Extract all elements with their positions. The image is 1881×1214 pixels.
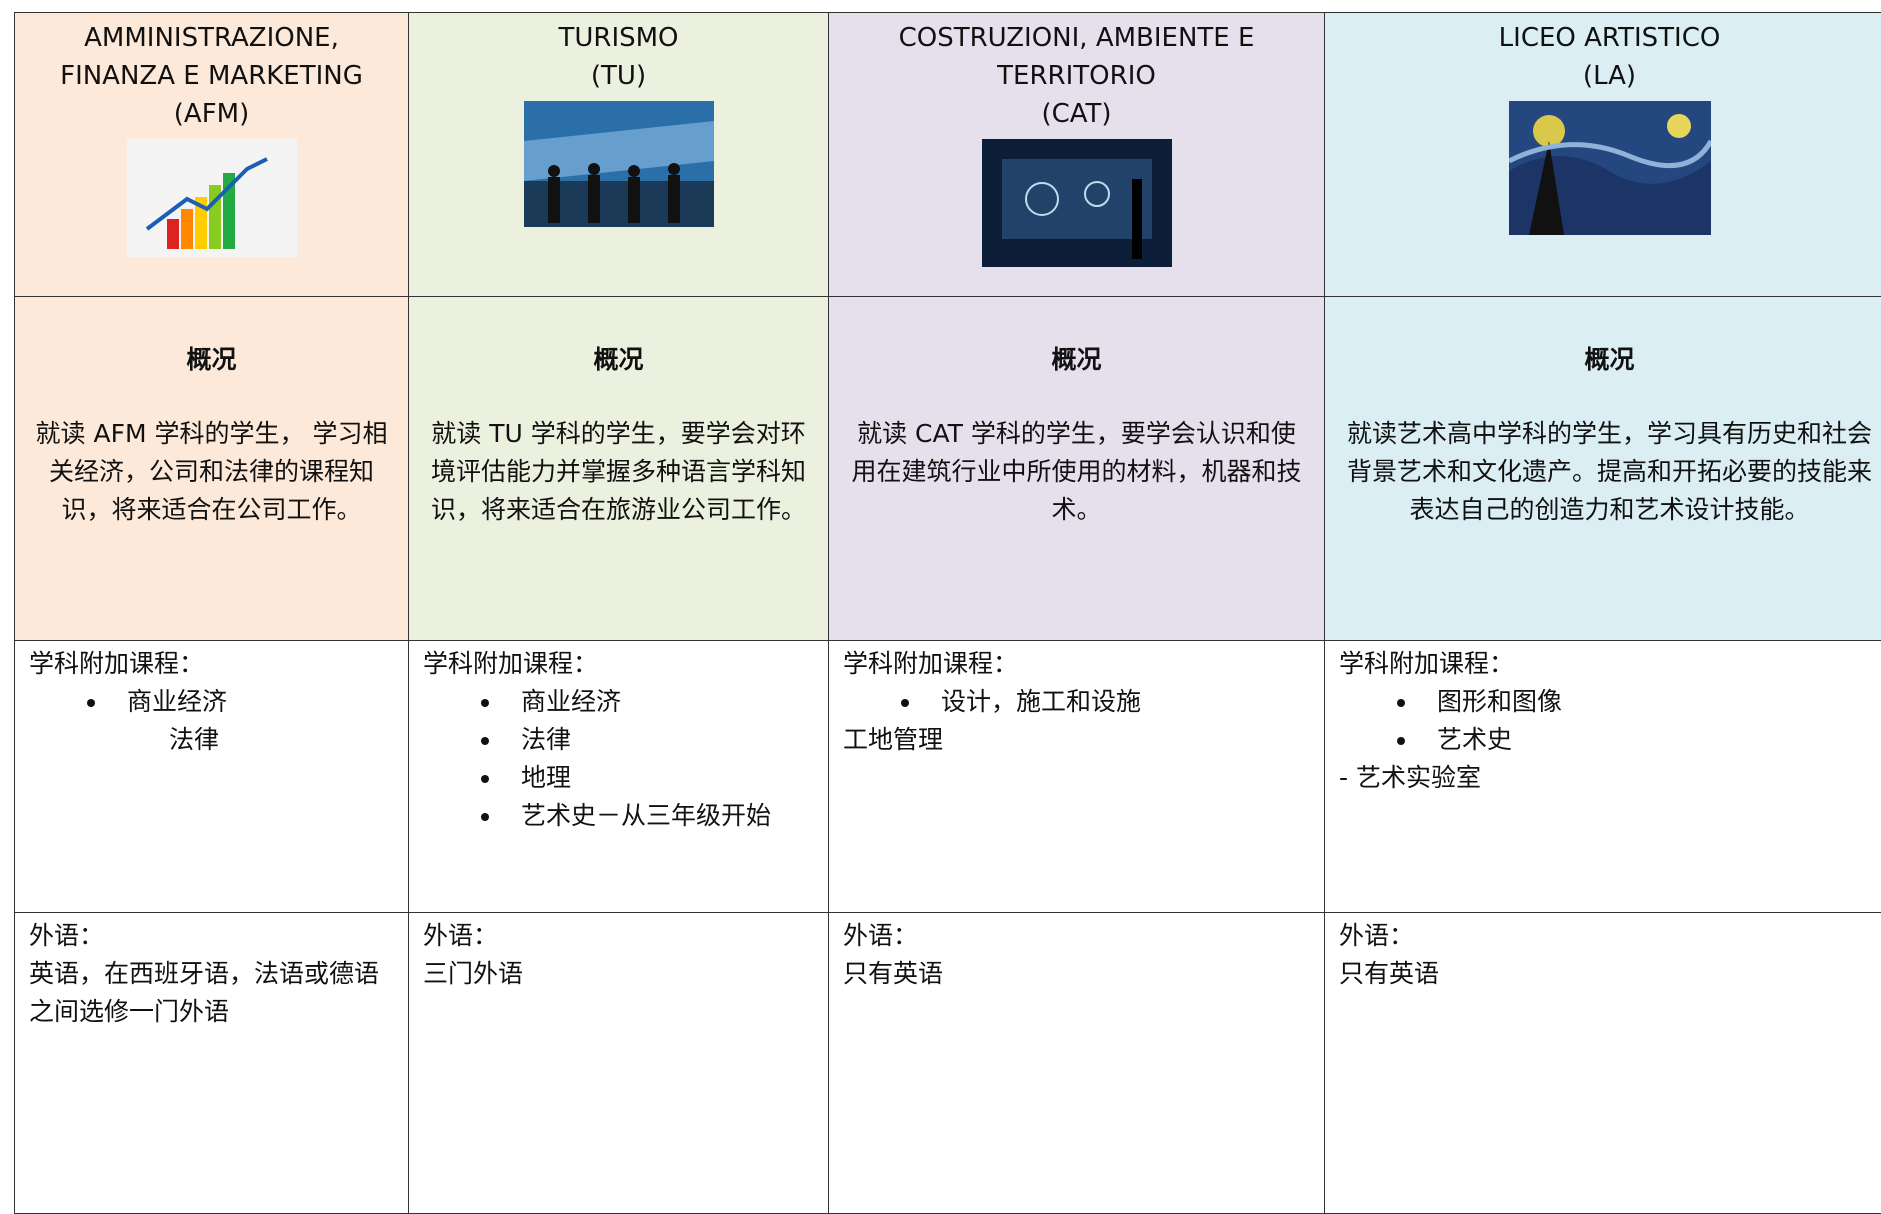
extra-line: 工地管理	[843, 721, 1310, 759]
title-line: (CAT)	[829, 95, 1324, 133]
extra-heading: 学科附加课程：	[1339, 645, 1880, 683]
overview-text: 就读艺术高中学科的学生，学习具有历史和社会背景艺术和文化遗产。提高和开拓必要的技…	[1325, 415, 1881, 529]
illustration	[982, 139, 1172, 267]
title-line: COSTRUZIONI, AMBIENTE E	[829, 19, 1324, 57]
overview-heading: 概况	[15, 341, 408, 379]
extra-box: 学科附加课程：图形和图像艺术史- 艺术实验室	[1325, 641, 1881, 801]
language-heading: 外语：	[29, 917, 394, 955]
overview-cell: 概况就读 TU 学科的学生，要学会对环境评估能力并掌握多种语言学科知识，将来适合…	[409, 297, 829, 641]
title-line: (TU)	[409, 57, 828, 95]
overview-text: 就读 AFM 学科的学生， 学习相关经济，公司和法律的课程知识，将来适合在公司工…	[15, 415, 408, 529]
illustration	[524, 101, 714, 227]
language-box: 外语：英语，在西班牙语，法语或德语之间选修一门外语	[15, 913, 408, 1035]
title-line: (AFM)	[15, 95, 408, 133]
language-text: 只有英语	[843, 955, 1310, 993]
language-cell: 外语：三门外语	[409, 913, 829, 1214]
language-text: 只有英语	[1339, 955, 1880, 993]
column-image	[829, 139, 1324, 278]
column-title: TURISMO(TU)	[409, 13, 828, 95]
language-cell: 外语：只有英语	[1325, 913, 1881, 1214]
column-image	[1325, 101, 1881, 246]
language-text: 三门外语	[423, 955, 814, 993]
title-line: TURISMO	[409, 19, 828, 57]
language-row: 外语：英语，在西班牙语，法语或德语之间选修一门外语外语：三门外语外语：只有英语外…	[15, 913, 1881, 1214]
overview-row: 概况就读 AFM 学科的学生， 学习相关经济，公司和法律的课程知识，将来适合在公…	[15, 297, 1881, 641]
overview-heading: 概况	[829, 341, 1324, 379]
column-title: LICEO ARTISTICO(LA)	[1325, 13, 1881, 95]
extra-item: 商业经济	[503, 683, 814, 721]
header-row: AMMINISTRAZIONE,FINANZA E MARKETING(AFM)…	[15, 13, 1881, 297]
language-cell: 外语：英语，在西班牙语，法语或德语之间选修一门外语	[15, 913, 409, 1214]
title-line: TERRITORIO	[829, 57, 1324, 95]
extra-list: 图形和图像艺术史	[1339, 683, 1880, 759]
curriculum-table: AMMINISTRAZIONE,FINANZA E MARKETING(AFM)…	[14, 12, 1881, 1214]
overview-cell: 概况就读 CAT 学科的学生，要学会认识和使用在建筑行业中所使用的材料，机器和技…	[829, 297, 1325, 641]
page-body: AMMINISTRAZIONE,FINANZA E MARKETING(AFM)…	[0, 0, 1881, 1094]
language-heading: 外语：	[1339, 917, 1880, 955]
extra-item: 设计，施工和设施	[923, 683, 1310, 721]
column-image	[15, 139, 408, 268]
extra-item: 地理	[503, 759, 814, 797]
language-heading: 外语：	[423, 917, 814, 955]
language-box: 外语：只有英语	[829, 913, 1324, 997]
extra-list: 设计，施工和设施	[843, 683, 1310, 721]
extra-list: 商业经济	[29, 683, 394, 721]
extra-item: 艺术史－从三年级开始	[503, 797, 814, 835]
extra-cell: 学科附加课程：商业经济法律地理艺术史－从三年级开始	[409, 641, 829, 913]
extra-heading: 学科附加课程：	[843, 645, 1310, 683]
overview-text: 就读 TU 学科的学生，要学会对环境评估能力并掌握多种语言学科知识，将来适合在旅…	[409, 415, 828, 529]
title-line: LICEO ARTISTICO	[1325, 19, 1881, 57]
language-cell: 外语：只有英语	[829, 913, 1325, 1214]
extra-list: 商业经济法律地理艺术史－从三年级开始	[423, 683, 814, 835]
overview-cell: 概况就读艺术高中学科的学生，学习具有历史和社会背景艺术和文化遗产。提高和开拓必要…	[1325, 297, 1881, 641]
page: {"columns": [ {"title": ["AMMINISTRAZION…	[0, 0, 1881, 1094]
illustration	[1509, 101, 1711, 235]
header-cell: AMMINISTRAZIONE,FINANZA E MARKETING(AFM)	[15, 13, 409, 297]
title-line: AMMINISTRAZIONE,	[15, 19, 408, 57]
extra-line: - 艺术实验室	[1339, 759, 1880, 797]
illustration	[127, 139, 297, 257]
extra-row: 学科附加课程：商业经济法律学科附加课程：商业经济法律地理艺术史－从三年级开始学科…	[15, 641, 1881, 913]
overview-text: 就读 CAT 学科的学生，要学会认识和使用在建筑行业中所使用的材料，机器和技术。	[829, 415, 1324, 529]
language-text: 英语，在西班牙语，法语或德语之间选修一门外语	[29, 955, 394, 1031]
header-cell: LICEO ARTISTICO(LA)	[1325, 13, 1881, 297]
extra-box: 学科附加课程：商业经济法律地理艺术史－从三年级开始	[409, 641, 828, 839]
extra-cell: 学科附加课程：图形和图像艺术史- 艺术实验室	[1325, 641, 1881, 913]
extra-heading: 学科附加课程：	[29, 645, 394, 683]
language-box: 外语：三门外语	[409, 913, 828, 997]
language-heading: 外语：	[843, 917, 1310, 955]
extra-heading: 学科附加课程：	[423, 645, 814, 683]
header-cell: TURISMO(TU)	[409, 13, 829, 297]
overview-heading: 概况	[1325, 341, 1881, 379]
overview-heading: 概况	[409, 341, 828, 379]
extra-item: 商业经济	[109, 683, 394, 721]
column-title: AMMINISTRAZIONE,FINANZA E MARKETING(AFM)	[15, 13, 408, 133]
extra-item: 法律	[503, 721, 814, 759]
extra-item: 艺术史	[1419, 721, 1880, 759]
language-box: 外语：只有英语	[1325, 913, 1881, 997]
extra-item: 图形和图像	[1419, 683, 1880, 721]
extra-line: 法律	[29, 721, 394, 759]
title-line: FINANZA E MARKETING	[15, 57, 408, 95]
title-line: (LA)	[1325, 57, 1881, 95]
column-image	[409, 101, 828, 238]
overview-cell: 概况就读 AFM 学科的学生， 学习相关经济，公司和法律的课程知识，将来适合在公…	[15, 297, 409, 641]
